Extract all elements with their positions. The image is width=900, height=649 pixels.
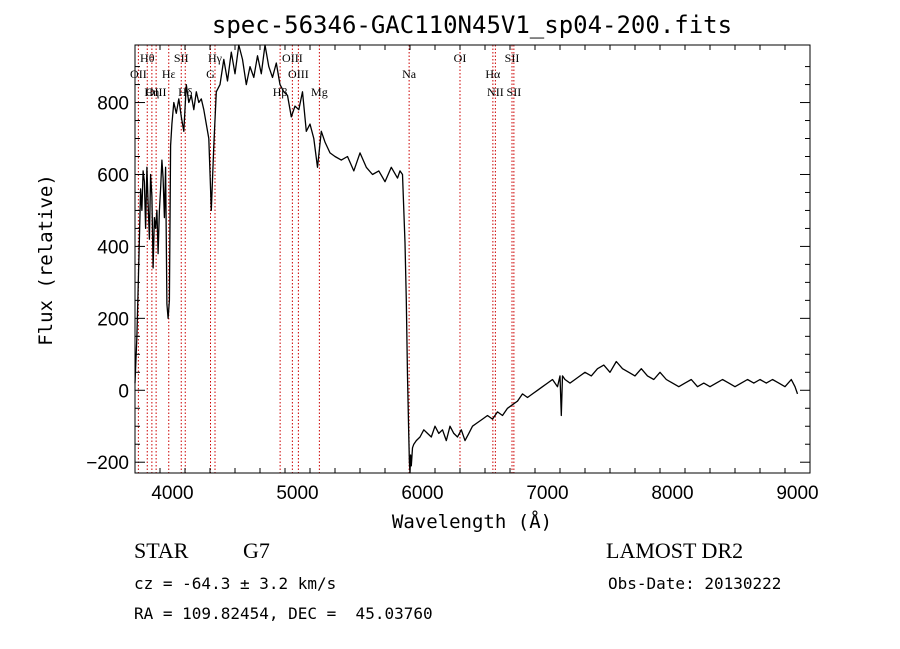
emission-line-label: Hθ <box>140 51 155 65</box>
emission-line-label: SII <box>505 51 520 65</box>
emission-line-label: OIII <box>146 85 167 99</box>
x-axis-ticks: 4000 5000 6000 7000 8000 9000 <box>134 45 819 504</box>
chart-title: spec-56346-GAC110N45V1_sp04-200.fits <box>212 11 732 39</box>
survey-name: LAMOST DR2 <box>606 538 744 563</box>
emission-line-label: SII <box>507 85 522 99</box>
y-tick-label: 400 <box>97 237 129 258</box>
x-tick-label: 8000 <box>651 483 693 504</box>
coordinates-readout: RA = 109.82454, DEC = 45.03760 <box>134 604 433 623</box>
x-tick-label: 6000 <box>401 483 443 504</box>
y-tick-label: 0 <box>118 381 129 402</box>
x-tick-label: 4000 <box>151 483 193 504</box>
y-axis-ticks: −200 0 200 400 600 800 <box>86 66 810 474</box>
emission-line-label: OII <box>130 67 147 81</box>
emission-line-label: Hβ <box>273 85 288 99</box>
x-tick-label: 9000 <box>776 483 818 504</box>
emission-line-label: OIII <box>288 67 309 81</box>
plot-frame <box>134 44 811 474</box>
y-tick-label: −200 <box>86 453 129 474</box>
x-tick-label: 7000 <box>526 483 568 504</box>
emission-line-label: SII <box>174 51 189 65</box>
object-subclass: G7 <box>243 538 270 563</box>
emission-line-label: OIII <box>282 51 303 65</box>
emission-line-label: NII <box>487 85 504 99</box>
x-tick-label: 5000 <box>276 483 318 504</box>
emission-line-label: G <box>206 67 215 81</box>
y-tick-label: 600 <box>97 165 129 186</box>
emission-line-label: Hα <box>485 67 501 81</box>
emission-line-markers <box>137 45 515 473</box>
obs-date: Obs-Date: 20130222 <box>608 574 782 593</box>
emission-line-label: Hγ <box>208 51 223 65</box>
emission-line-label: Mg <box>311 85 328 99</box>
object-class: STAR <box>134 538 189 563</box>
x-axis-label: Wavelength (Å) <box>392 510 552 533</box>
emission-line-label: OI <box>454 51 467 65</box>
emission-line-label: Na <box>402 67 417 81</box>
redshift-readout: cz = -64.3 ± 3.2 km/s <box>134 574 337 593</box>
emission-line-label: Hε <box>162 67 176 81</box>
y-tick-label: 800 <box>97 94 129 115</box>
y-axis-label: Flux (relative) <box>35 174 57 346</box>
y-tick-label: 200 <box>97 309 129 330</box>
emission-line-label: Hη <box>144 85 159 99</box>
spectrum-line <box>134 44 799 474</box>
